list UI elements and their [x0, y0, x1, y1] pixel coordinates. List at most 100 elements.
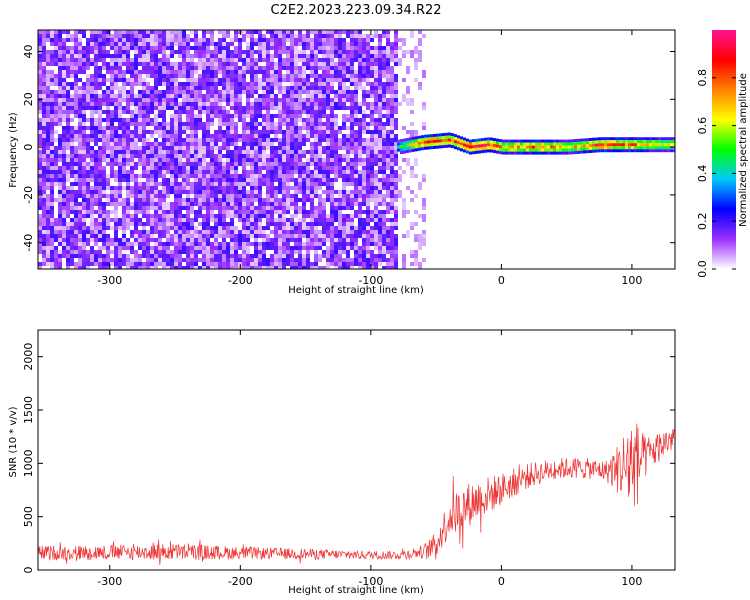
heatmap-cell: [194, 102, 198, 110]
heatmap-cell: [246, 254, 250, 262]
heatmap-cell: [138, 82, 142, 86]
heatmap-cell: [234, 174, 238, 178]
heatmap-cell: [246, 114, 250, 118]
heatmap-cell: [110, 46, 114, 50]
heatmap-cell: [378, 214, 382, 218]
heatmap-cell: [330, 250, 334, 254]
heatmap-cell: [126, 266, 130, 269]
heatmap-cell: [58, 158, 62, 162]
ridge-cell: [462, 146, 466, 150]
heatmap-cell: [102, 58, 106, 62]
heatmap-cell: [322, 138, 326, 142]
heatmap-cell: [166, 158, 170, 162]
heatmap-cell: [258, 214, 262, 218]
heatmap-cell: [62, 150, 66, 154]
heatmap-cell: [174, 194, 178, 198]
heatmap-cell: [254, 226, 258, 230]
heatmap-cell: [318, 150, 322, 154]
heatmap-cell: [374, 222, 378, 226]
heatmap-cell: [342, 242, 346, 246]
heatmap-cell: [258, 206, 262, 210]
heatmap-cell: [226, 142, 230, 146]
ridge-cell: [501, 142, 505, 146]
heatmap-cell: [362, 94, 366, 98]
heatmap-cell: [326, 222, 330, 226]
heatmap-cell: [230, 130, 234, 134]
heatmap-cell: [58, 150, 62, 154]
heatmap-cell: [186, 134, 190, 138]
heatmap-cell: [38, 206, 42, 210]
heatmap-cell: [86, 86, 90, 90]
heatmap-cell: [130, 262, 134, 269]
heatmap-cell: [274, 154, 278, 158]
ridge-cell: [402, 150, 406, 154]
heatmap-cell: [94, 90, 98, 94]
heatmap-cell: [218, 66, 222, 70]
heatmap-cell: [322, 46, 326, 50]
heatmap-cell: [46, 98, 50, 102]
ridge-cell: [522, 142, 526, 146]
ridge-cell: [486, 146, 490, 150]
heatmap-cell: [158, 62, 162, 66]
heatmap-cell: [46, 54, 50, 62]
ridge-cell: [399, 139, 403, 143]
heatmap-cell: [66, 222, 70, 226]
heatmap-cell: [366, 138, 370, 146]
heatmap-cell: [358, 146, 362, 150]
heatmap-cell: [158, 42, 162, 46]
heatmap-cell: [206, 226, 210, 230]
heatmap-cell: [274, 238, 278, 242]
heatmap-cell: [290, 266, 294, 269]
heatmap-cell: [334, 166, 338, 174]
heatmap-cell: [54, 266, 58, 269]
ridge-cell: [453, 134, 457, 138]
heatmap-cell: [122, 126, 126, 130]
heatmap-cell: [126, 226, 130, 230]
heatmap-cell: [394, 98, 398, 102]
heatmap-cell: [62, 250, 66, 258]
heatmap-cell: [266, 82, 270, 86]
heatmap-cell: [202, 78, 206, 86]
heatmap-cell: [398, 46, 402, 50]
heatmap-cell: [238, 178, 242, 182]
heatmap-cell: [166, 250, 170, 254]
heatmap-cell: [234, 198, 238, 202]
heatmap-cell: [362, 86, 366, 90]
ridge-cell: [534, 151, 538, 155]
heatmap-cell: [42, 74, 46, 78]
heatmap-cell: [102, 214, 106, 218]
heatmap-cell: [390, 226, 394, 230]
heatmap-cell: [194, 250, 198, 254]
heatmap-cell: [154, 222, 158, 226]
heatmap-cell: [334, 46, 338, 50]
heatmap-cell: [326, 94, 330, 98]
heatmap-cell: [138, 138, 142, 142]
heatmap-cell: [98, 230, 102, 234]
ridge-cell: [555, 151, 559, 155]
heatmap-cell: [50, 54, 54, 58]
heatmap-cell: [94, 162, 98, 170]
heatmap-cell: [338, 246, 342, 250]
heatmap-cell: [254, 134, 258, 138]
heatmap-cell: [286, 94, 290, 98]
heatmap-cell: [158, 114, 162, 118]
heatmap-cell: [342, 54, 346, 58]
heatmap-cell: [222, 70, 226, 78]
ridge-cell: [435, 133, 439, 137]
heatmap-cell: [258, 146, 262, 150]
heatmap-cell: [350, 122, 354, 126]
heatmap-cell: [158, 234, 162, 238]
heatmap-cell: [414, 46, 418, 54]
heatmap-cell: [346, 214, 350, 218]
heatmap-cell: [230, 230, 234, 234]
heatmap-cell: [62, 190, 66, 194]
ridge-cell: [525, 151, 529, 155]
heatmap-cell: [382, 74, 386, 78]
heatmap-cell: [230, 182, 234, 190]
ridge-cell: [495, 138, 499, 142]
heatmap-cell: [334, 102, 338, 110]
heatmap-cell: [394, 154, 398, 158]
heatmap-cell: [238, 246, 242, 250]
heatmap-cell: [378, 166, 382, 170]
heatmap-cell: [282, 146, 286, 150]
